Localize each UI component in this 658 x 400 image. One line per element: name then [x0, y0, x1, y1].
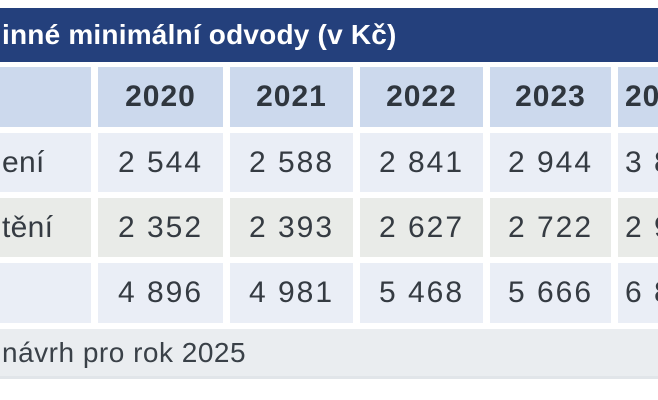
year-header-2020: 2020 [98, 67, 223, 127]
data-cell-cropped: 6 8 [618, 263, 658, 323]
data-table: 2020 2021 2022 2023 20 ení 2 544 2 588 2… [0, 67, 658, 379]
data-cell: 2 944 [490, 133, 611, 192]
data-cell: 4 896 [98, 263, 223, 323]
row-label: ení [0, 133, 91, 192]
data-cell: 2 393 [230, 198, 353, 257]
data-cell: 5 468 [360, 263, 483, 323]
row-label [0, 263, 91, 323]
data-cell: 2 627 [360, 198, 483, 257]
data-cell: 2 841 [360, 133, 483, 192]
year-header-cropped: 20 [618, 67, 658, 127]
table-title: inné minimální odvody (v Kč) [2, 19, 397, 50]
year-header-2022: 2022 [360, 67, 483, 127]
footnote-row: návrh pro rok 2025 [0, 329, 658, 379]
data-cell: 2 588 [230, 133, 353, 192]
data-cell-cropped: 3 8 [618, 133, 658, 192]
footnote-text: návrh pro rok 2025 [2, 336, 247, 368]
corner-header-cell [0, 67, 91, 127]
data-cell-cropped: 2 9 [618, 198, 658, 257]
data-cell: 2 352 [98, 198, 223, 257]
year-header-2021: 2021 [230, 67, 353, 127]
row-label: tění [0, 198, 91, 257]
data-cell: 2 722 [490, 198, 611, 257]
data-cell: 2 544 [98, 133, 223, 192]
table-title-bar: inné minimální odvody (v Kč) [0, 8, 658, 62]
data-cell: 4 981 [230, 263, 353, 323]
year-header-2023: 2023 [490, 67, 611, 127]
data-cell: 5 666 [490, 263, 611, 323]
